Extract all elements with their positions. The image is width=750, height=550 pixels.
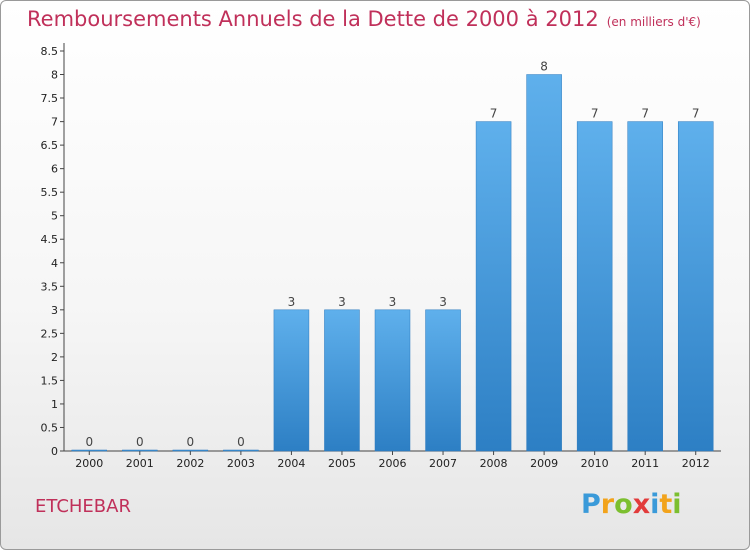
data-label-2012: 7	[692, 107, 700, 121]
x-tick-label: 2012	[682, 457, 710, 470]
commune-name: ETCHEBAR	[35, 496, 131, 517]
data-label-2000: 0	[85, 435, 93, 449]
bar-2005	[324, 309, 360, 452]
data-label-2008: 7	[490, 107, 498, 121]
bar-2004	[273, 309, 310, 452]
x-tick-label: 2011	[631, 457, 659, 470]
bar-2012	[677, 121, 714, 452]
y-tick-label: 0.5	[41, 421, 59, 434]
bar-2011	[627, 121, 663, 452]
y-tick-label: 1.5	[41, 374, 59, 387]
y-tick-label: 3.5	[41, 280, 59, 293]
bar-2000	[71, 449, 108, 452]
data-label-2002: 0	[187, 435, 195, 449]
x-tick-label: 2008	[480, 457, 508, 470]
y-tick-label: 0	[51, 445, 58, 458]
data-label-2004: 3	[288, 295, 296, 309]
bar-2002	[172, 449, 209, 452]
logo-letter: t	[659, 489, 673, 520]
x-tick-label: 2002	[176, 457, 204, 470]
bar-2009	[526, 74, 562, 452]
y-tick-label: 8.5	[41, 45, 59, 58]
bar-2003	[223, 449, 259, 452]
y-tick-label: 7	[51, 116, 58, 129]
x-tick-label: 2005	[328, 457, 356, 470]
chart-unit: (en milliers d'€)	[606, 15, 701, 29]
chart-title: Remboursements Annuels de la Dette de 20…	[27, 7, 701, 31]
y-tick-label: 5.5	[41, 186, 59, 199]
data-label-2003: 0	[237, 435, 245, 449]
bar-2006	[374, 309, 411, 452]
y-tick-label: 5	[51, 210, 58, 223]
y-tick-label: 1	[51, 398, 58, 411]
x-tick-label: 2006	[379, 457, 407, 470]
logo-letter: i	[672, 489, 682, 520]
chart-title-text: Remboursements Annuels de la Dette de 20…	[27, 7, 599, 31]
x-tick-label: 2009	[530, 457, 558, 470]
y-tick-label: 7.5	[41, 92, 59, 105]
bar-2001	[122, 449, 158, 452]
y-tick-label: 6.5	[41, 139, 59, 152]
y-tick-label: 4	[51, 257, 58, 270]
proxiti-logo: Proxiti	[581, 489, 682, 520]
y-tick-label: 6	[51, 163, 58, 176]
y-tick-label: 4.5	[41, 233, 59, 246]
bar-2007	[425, 309, 461, 452]
logo-letter: P	[581, 489, 601, 520]
data-label-2010: 7	[591, 107, 599, 121]
x-tick-label: 2004	[277, 457, 305, 470]
data-label-2007: 3	[439, 295, 447, 309]
y-tick-label: 8	[51, 69, 58, 82]
x-tick-label: 2010	[581, 457, 609, 470]
logo-letter: i	[650, 489, 660, 520]
data-label-2009: 8	[540, 60, 548, 74]
x-tick-label: 2007	[429, 457, 457, 470]
data-label-2005: 3	[338, 295, 346, 309]
data-label-2001: 0	[136, 435, 144, 449]
bar-2008	[475, 121, 512, 452]
data-label-2006: 3	[389, 295, 397, 309]
bar-2010	[576, 121, 613, 452]
x-tick-label: 2000	[75, 457, 103, 470]
x-tick-label: 2003	[227, 457, 255, 470]
x-tick-label: 2001	[126, 457, 154, 470]
y-tick-label: 3	[51, 304, 58, 317]
logo-letter: o	[614, 489, 633, 520]
logo-letter: x	[632, 489, 651, 520]
logo-letter: r	[600, 489, 615, 520]
y-tick-label: 2	[51, 351, 58, 364]
data-label-2011: 7	[641, 107, 649, 121]
y-tick-label: 2.5	[41, 327, 59, 340]
